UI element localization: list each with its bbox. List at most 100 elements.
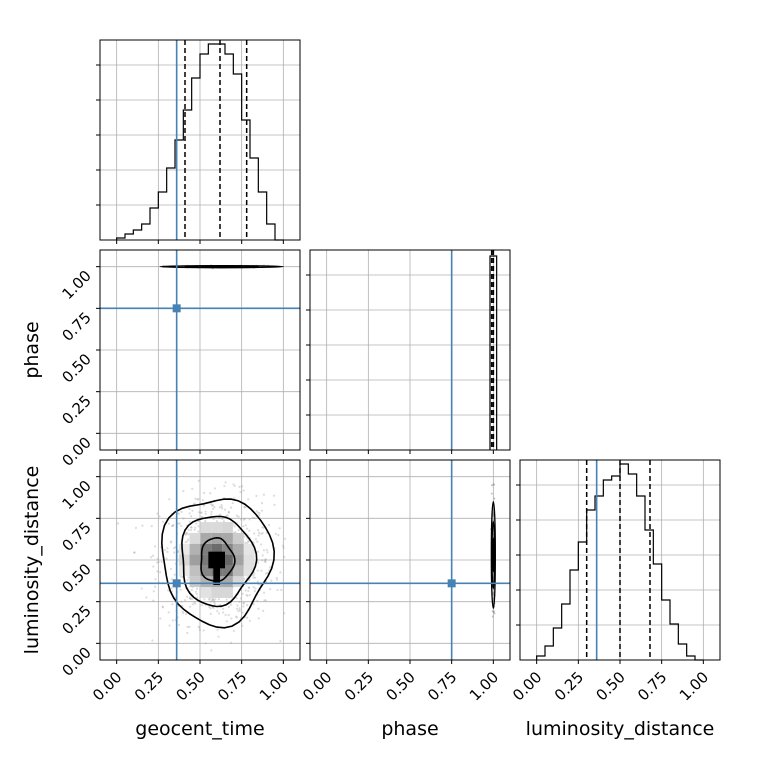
sample-point [210, 510, 213, 513]
sample-point [151, 639, 154, 642]
sample-point [247, 540, 250, 543]
sample-point [170, 586, 173, 590]
sample-point [235, 514, 238, 517]
sample-point [204, 512, 207, 516]
sample-point [212, 606, 215, 610]
sample-point [245, 593, 248, 596]
sample-point [187, 533, 190, 536]
sample-point [141, 524, 144, 527]
sample-point [254, 587, 257, 590]
sample-point [188, 512, 191, 515]
sample-point [233, 484, 236, 488]
sample-point [237, 609, 240, 613]
sample-point [221, 507, 224, 510]
sample-point [279, 639, 282, 643]
sample-point [191, 509, 194, 512]
x-tick-label: 0.50 [382, 668, 418, 704]
sample-point [260, 509, 264, 512]
sample-point [237, 515, 240, 518]
sample-point [186, 578, 189, 582]
sample-point [190, 526, 193, 529]
sample-point [248, 586, 251, 590]
sample-point [260, 502, 264, 505]
sample-point [253, 517, 256, 520]
sample-point [263, 559, 267, 562]
sample-point [225, 598, 228, 601]
luminosity-distance-vs-geocent-time-panel [96, 460, 300, 664]
sample-point [177, 550, 180, 554]
sample-point [197, 625, 200, 628]
sample-point [133, 551, 136, 554]
geocent-time-histogram [116, 43, 284, 241]
sample-point [195, 592, 198, 595]
sample-point [209, 502, 212, 506]
panel-border [99, 249, 301, 451]
sample-point [152, 590, 155, 593]
x-tick-label: 0.00 [89, 668, 125, 704]
y-tick-label: 1.00 [58, 267, 94, 303]
density-cell [200, 587, 212, 598]
sample-point [254, 576, 257, 579]
sample-point [195, 522, 198, 525]
sample-point [266, 571, 269, 575]
sample-point [188, 597, 192, 600]
sample-point [189, 597, 192, 600]
sample-point [172, 546, 176, 550]
sample-point [186, 631, 189, 635]
sample-point [154, 545, 157, 548]
sample-point [255, 510, 258, 513]
sample-point [253, 589, 256, 593]
sample-point [171, 619, 175, 622]
density-cell [243, 543, 255, 555]
sample-point [177, 512, 180, 516]
sample-point [221, 611, 225, 614]
density-cell [222, 543, 233, 555]
sample-point [198, 628, 201, 632]
y-tick-label: 0.25 [58, 602, 94, 638]
sample-point [260, 569, 263, 572]
sample-point [275, 576, 278, 580]
sample-point [229, 641, 233, 645]
sample-point [152, 599, 155, 602]
sample-point [196, 498, 199, 501]
phase-vs-geocent-time-panel [96, 250, 300, 454]
sample-point [262, 549, 265, 552]
sample-point [243, 602, 246, 605]
sample-point [191, 603, 194, 606]
sample-point [168, 624, 171, 627]
sample-point [240, 485, 244, 488]
sample-point [281, 544, 285, 547]
luminosity-distance-panel [516, 460, 720, 664]
sample-point [232, 629, 235, 632]
sample-point [187, 528, 190, 531]
sample-point [165, 557, 168, 560]
sample-point [194, 526, 197, 529]
sample-point [252, 602, 255, 606]
density-cell [232, 565, 244, 577]
sample-point [213, 602, 216, 605]
sample-point [209, 492, 212, 495]
sample-point [258, 514, 261, 517]
sample-point [116, 522, 120, 525]
truth-marker [172, 304, 181, 313]
sample-point [197, 530, 200, 533]
sample-point [239, 597, 242, 600]
sample-point [224, 481, 227, 484]
sample-point [283, 555, 286, 559]
sample-point [246, 616, 249, 619]
sample-point [264, 572, 268, 575]
sample-point [238, 609, 242, 612]
sample-point [239, 491, 242, 494]
sample-point [256, 529, 260, 532]
density-cell [200, 565, 212, 577]
sample-point [247, 589, 250, 593]
sample-point [221, 517, 224, 521]
sample-point [265, 548, 268, 551]
sample-point [193, 602, 197, 605]
sample-point [190, 529, 193, 532]
sample-point [236, 604, 239, 607]
luminosity-distance-vs-phase-contour [491, 537, 495, 573]
sample-point [194, 497, 197, 500]
sample-point [267, 523, 271, 527]
sample-point [229, 506, 233, 509]
